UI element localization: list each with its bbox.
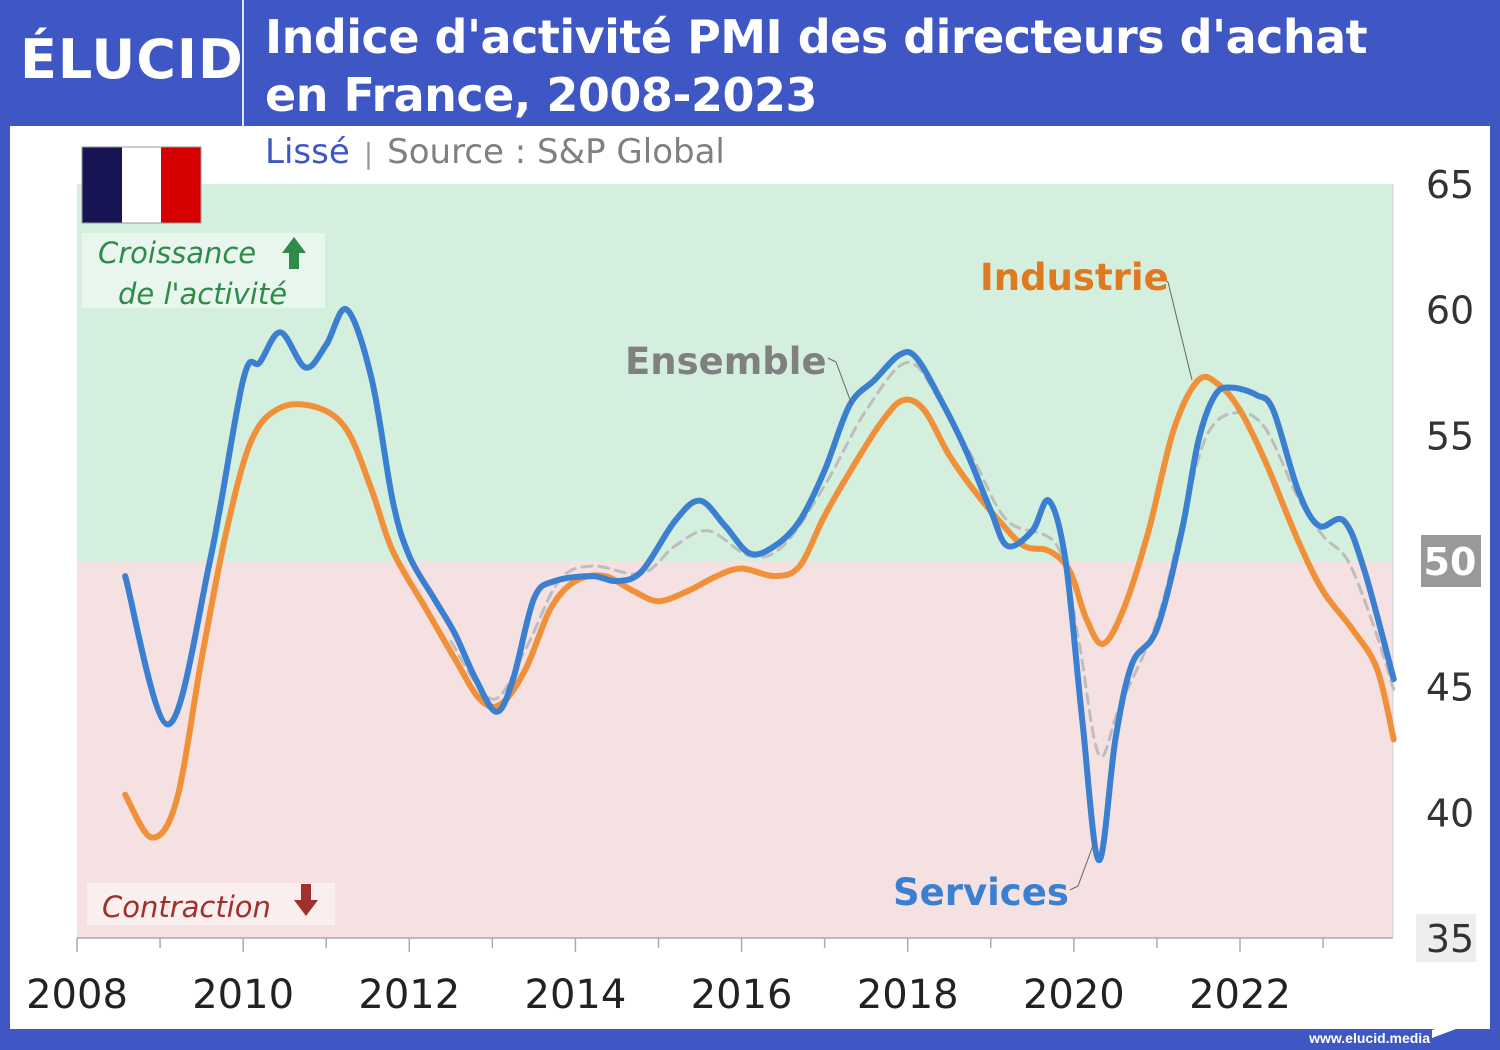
x-tick-label-2010: 2010: [192, 972, 294, 1018]
title-line-2: en France, 2008-2023: [265, 68, 818, 122]
y-tick-label-40: 40: [1426, 791, 1474, 835]
elucid-logo: ÉLUCID: [20, 28, 244, 91]
services-label: Services: [893, 871, 1069, 914]
contraction-zone: [77, 561, 1393, 938]
smoothing-label: Lissé: [265, 132, 350, 172]
y-tick-label-35: 35: [1426, 917, 1474, 961]
header-divider: [242, 0, 244, 126]
arrow-up-icon: [282, 237, 306, 269]
x-tick-label-2020: 2020: [1023, 972, 1125, 1018]
footer-url[interactable]: www.elucid.media: [1309, 1030, 1430, 1046]
subtitle: Lissé | Source : S&P Global: [265, 132, 725, 172]
subtitle-separator: |: [363, 137, 374, 170]
services-leader: [1069, 839, 1096, 891]
chart-title: Indice d'activité PMI des directeurs d'a…: [265, 8, 1368, 124]
y-tick-label-45: 45: [1426, 666, 1474, 710]
x-tick-label-2022: 2022: [1189, 972, 1291, 1018]
x-tick-label-2008: 2008: [26, 972, 128, 1018]
x-tick-label-2012: 2012: [358, 972, 460, 1018]
y-tick-highlight: [1421, 535, 1481, 587]
y-tick-label-60: 60: [1426, 289, 1474, 333]
contraction-label-box: [87, 883, 335, 925]
x-tick-label-2014: 2014: [525, 972, 627, 1018]
arrow-down-icon: [294, 884, 318, 916]
x-tick-label-2018: 2018: [857, 972, 959, 1018]
y-tick-label-65: 65: [1426, 163, 1474, 207]
y-tick-bg: [1416, 914, 1476, 962]
header: ÉLUCID Indice d'activité PMI des directe…: [0, 0, 1500, 126]
series-line-industrie: [122, 373, 1397, 841]
contraction-label: Contraction: [102, 890, 271, 924]
industrie-label: Industrie: [980, 256, 1169, 299]
source-label: Source : S&P Global: [387, 132, 725, 172]
x-tick-label-2016: 2016: [691, 972, 793, 1018]
elucid-mark-icon: [1432, 1020, 1464, 1038]
ensemble-label: Ensemble: [625, 340, 827, 383]
ensemble-leader: [827, 357, 853, 406]
growth-label-line2: de l'activité: [118, 277, 287, 311]
y-tick-label-55: 55: [1426, 414, 1474, 458]
series-line-services: [122, 306, 1397, 864]
france-flag-icon: [81, 146, 202, 224]
growth-label-box: [82, 233, 325, 308]
y-tick-label-50: 50: [1424, 540, 1477, 584]
growth-label-line1: Croissance: [98, 236, 256, 270]
title-line-1: Indice d'activité PMI des directeurs d'a…: [265, 10, 1368, 64]
industrie-leader: [1159, 277, 1193, 381]
